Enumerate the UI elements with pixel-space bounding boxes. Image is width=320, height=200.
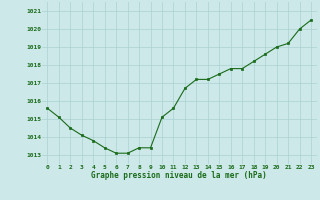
X-axis label: Graphe pression niveau de la mer (hPa): Graphe pression niveau de la mer (hPa) (91, 171, 267, 180)
